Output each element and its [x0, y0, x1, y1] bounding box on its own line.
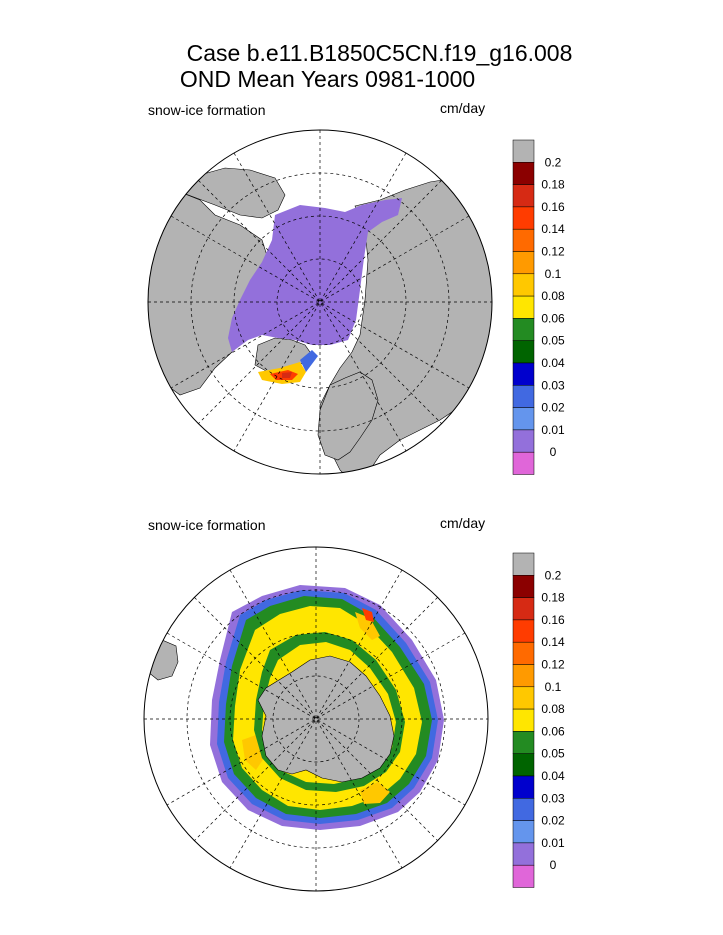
colorbar-south-label-11: 0.02: [541, 814, 565, 828]
colorbar-north-label-7: 0.06: [541, 311, 565, 325]
colorbar-south-swatch-4: [512, 641, 535, 665]
colorbar-north-label-11: 0.02: [541, 401, 565, 415]
colorbar-north-label-5: 0.1: [545, 267, 562, 281]
colorbar-north-swatch-10: [512, 362, 535, 386]
colorbar-south-swatch-12: [512, 820, 535, 844]
north-seaice-arctic: [228, 198, 402, 352]
panel1-units: cm/day: [440, 100, 486, 116]
colorbar-south-swatch-11: [512, 798, 535, 821]
colorbar-north-swatch-14: [512, 451, 535, 475]
colorbar-north-swatch-0: [512, 139, 535, 163]
colorbar-north-swatch-12: [512, 407, 535, 431]
colorbar-north-label-0: 0.2: [545, 155, 562, 169]
colorbar-north: 0.2 0.18 0.16 0.14 0.12 0.1 0.08 0.06 0.05 0.04 0.…: [512, 139, 565, 475]
colorbar-south-swatch-0: [512, 552, 535, 576]
colorbar-south-swatch-9: [512, 753, 535, 777]
colorbar-south-swatch-3: [512, 619, 535, 643]
colorbar-south-label-0: 0.2: [545, 568, 562, 582]
colorbar-south-label-1: 0.18: [541, 591, 565, 605]
north-polar-map: [147, 129, 493, 475]
colorbar-south-label-4: 0.12: [541, 658, 565, 672]
colorbar-north-swatch-1: [512, 162, 535, 185]
colorbar-south-label-7: 0.06: [541, 724, 565, 738]
chart-title-line1: Case b.e11.B1850C5CN.f19_g16.008: [186, 40, 573, 66]
south-seaice-red-1: [362, 608, 374, 622]
colorbar-north-label-1: 0.18: [541, 178, 565, 192]
north-map-border: [147, 129, 493, 475]
colorbar-north-swatch-11: [512, 385, 535, 408]
colorbar-south-swatch-6: [512, 686, 535, 710]
colorbar-north-label-9: 0.04: [541, 356, 565, 370]
colorbar-north-swatch-4: [512, 228, 535, 252]
colorbar-north-swatch-9: [512, 340, 535, 364]
colorbar-south-label-12: 0.01: [541, 836, 565, 850]
colorbar-south-label-6: 0.08: [541, 702, 565, 716]
colorbar-north-label-2: 0.16: [541, 200, 565, 214]
colorbar-north-label-4: 0.12: [541, 245, 565, 259]
colorbar-south-label-8: 0.05: [541, 747, 565, 761]
colorbar-south-label-13: 0: [550, 858, 557, 872]
colorbar-north-label-12: 0.01: [541, 423, 565, 437]
south-seaice-orange-1: [355, 612, 380, 640]
chart-title-line2: OND Mean Years 0981-1000: [179, 66, 476, 92]
colorbar-north-label-10: 0.03: [541, 378, 565, 392]
colorbar-north-swatch-6: [512, 273, 535, 297]
colorbar-north-swatch-7: [512, 295, 535, 319]
colorbar-south-swatch-14: [512, 864, 535, 888]
colorbar-south-label-9: 0.04: [541, 769, 565, 783]
colorbar-south-label-3: 0.14: [541, 635, 565, 649]
colorbar-south-label-2: 0.16: [541, 613, 565, 627]
north-graticule: [148, 130, 492, 474]
colorbar-north-label-3: 0.14: [541, 222, 565, 236]
colorbar-north-swatch-3: [512, 206, 535, 230]
colorbar-south-swatch-5: [512, 664, 535, 688]
colorbar-south-swatch-8: [512, 731, 535, 754]
colorbar-north-swatch-13: [512, 429, 535, 453]
panel2-label: snow-ice formation: [148, 517, 266, 533]
colorbar-north-swatch-2: [512, 184, 535, 208]
colorbar-south-swatch-1: [512, 575, 535, 598]
panel2-units: cm/day: [440, 515, 486, 531]
panel1-label: snow-ice formation: [148, 102, 266, 118]
south-polar-map: [143, 546, 489, 892]
colorbar-south-swatch-7: [512, 708, 535, 732]
colorbar-north-label-8: 0.05: [541, 334, 565, 348]
colorbar-south-label-5: 0.1: [545, 680, 562, 694]
north-seaice-hotspot-core: [282, 372, 292, 378]
colorbar-north-label-6: 0.08: [541, 289, 565, 303]
colorbar-south: 0.2 0.18 0.16 0.14 0.12 0.1 0.08 0.06 0.05 0.04 0.…: [512, 552, 565, 888]
north-land-alaska: [174, 167, 286, 219]
north-seaice-blue-fringe: [300, 350, 318, 372]
colorbar-south-label-10: 0.03: [541, 791, 565, 805]
colorbar-south-swatch-13: [512, 842, 535, 866]
south-map-border: [143, 546, 489, 892]
colorbar-north-swatch-5: [512, 251, 535, 275]
colorbar-north-swatch-8: [512, 318, 535, 341]
south-graticule: [144, 547, 488, 891]
colorbar-south-swatch-10: [512, 775, 535, 799]
colorbar-north-label-13: 0: [550, 445, 557, 459]
colorbar-south-swatch-2: [512, 597, 535, 621]
